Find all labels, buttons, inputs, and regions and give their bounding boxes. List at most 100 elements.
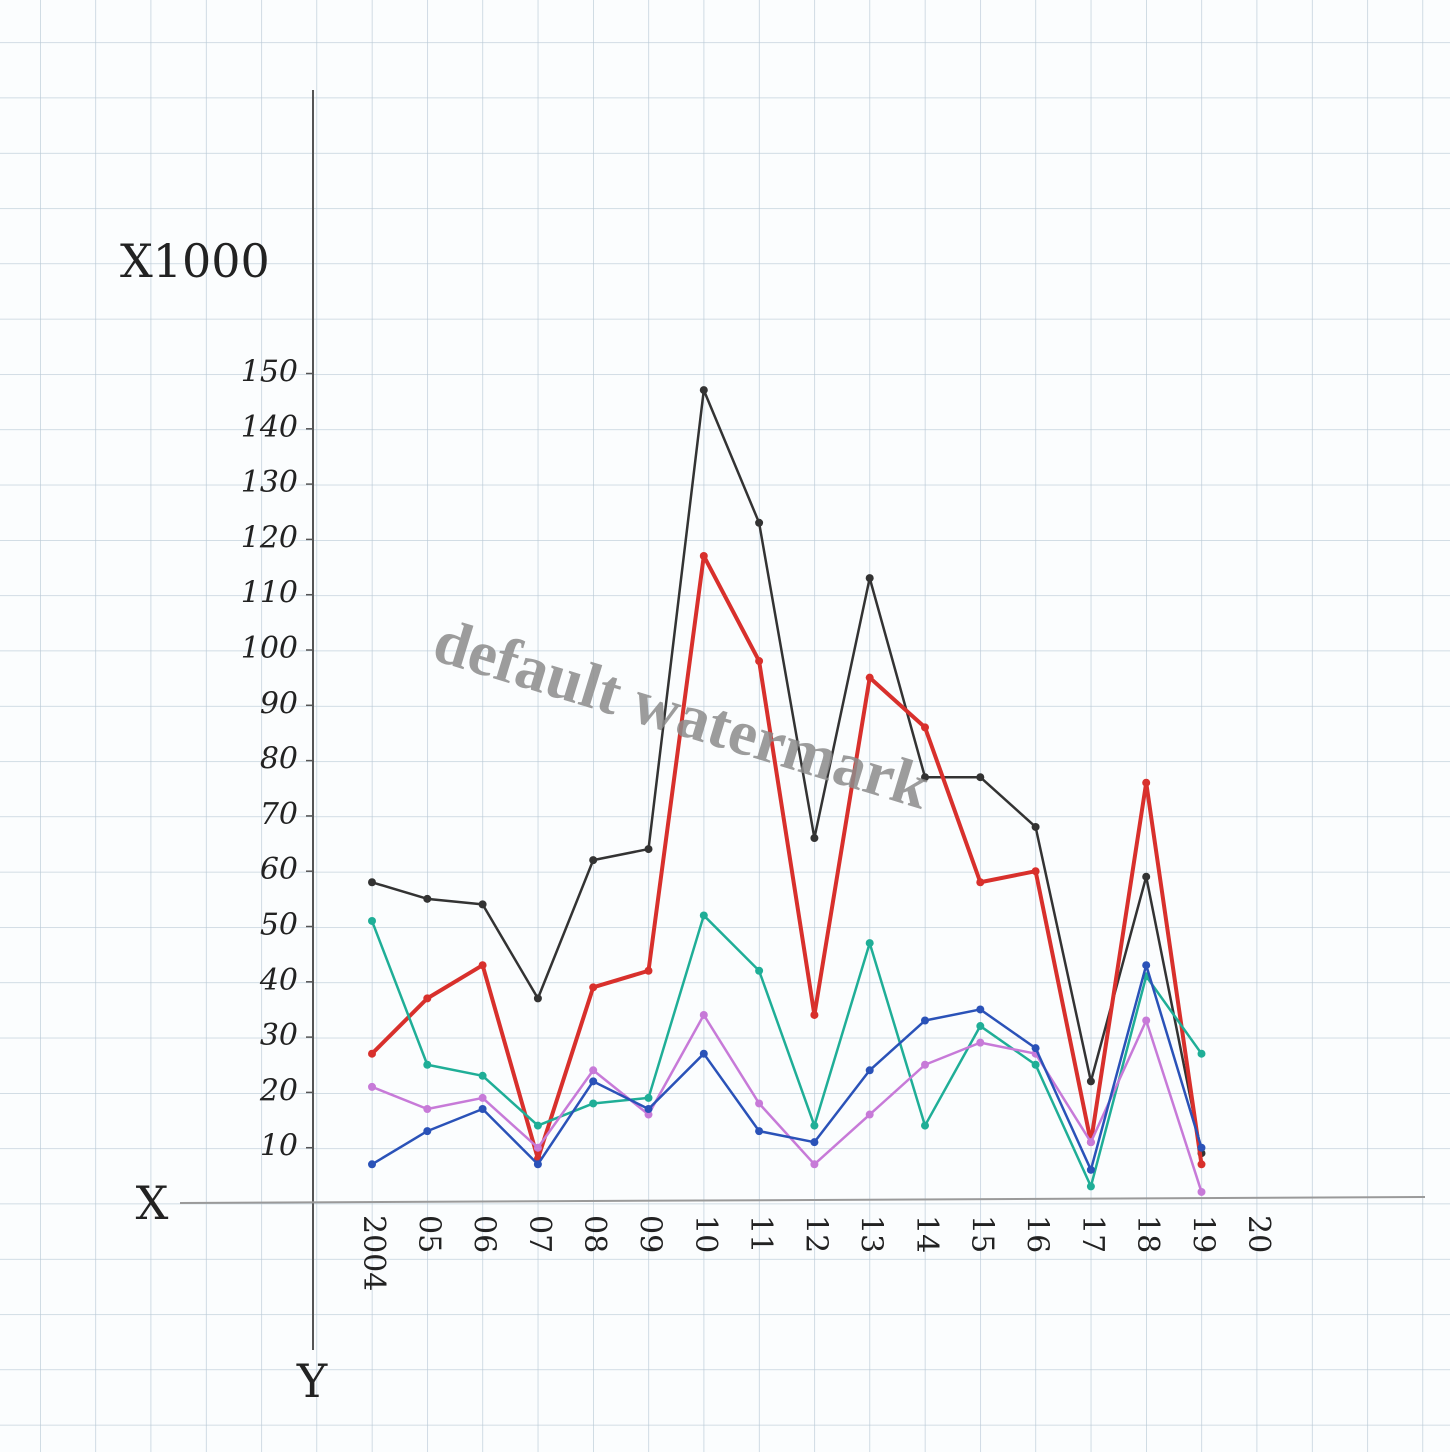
point [1032, 867, 1040, 875]
x-tick-label: 09 [633, 1215, 668, 1253]
point [1198, 1144, 1206, 1152]
y-tick-label: 80 [260, 742, 298, 777]
y-tick-label: 10 [260, 1129, 298, 1164]
point [1032, 1044, 1040, 1052]
y-unit-label: X1000 [120, 234, 270, 288]
point [755, 657, 763, 665]
x-tick-label: 08 [577, 1215, 612, 1253]
point [1087, 1166, 1095, 1174]
point [976, 1005, 984, 1013]
x-tick-label: 11 [743, 1215, 778, 1253]
y-tick-label: 20 [259, 1073, 298, 1108]
point [589, 1077, 597, 1085]
point [589, 1066, 597, 1074]
point [423, 1061, 431, 1069]
point [479, 961, 487, 969]
point [368, 1050, 376, 1058]
point [810, 1160, 818, 1168]
point [700, 911, 708, 919]
point [1032, 1061, 1040, 1069]
chart: X1000 X Y 102030405060708090100110120130… [0, 0, 1450, 1452]
point [1087, 1077, 1095, 1085]
point [755, 1127, 763, 1135]
x-tick-label: 13 [854, 1215, 889, 1253]
x-tick-label: 10 [688, 1215, 723, 1253]
point [534, 1144, 542, 1152]
point [589, 1099, 597, 1107]
point [1142, 1017, 1150, 1025]
point [810, 1122, 818, 1130]
x-tick-label: 07 [522, 1215, 557, 1253]
point [423, 1127, 431, 1135]
x-tick-label: 12 [798, 1215, 833, 1253]
point [368, 1083, 376, 1091]
y-tick-label: 150 [241, 355, 298, 390]
point [976, 1022, 984, 1030]
y-tick-label: 30 [260, 1018, 298, 1053]
point [921, 1122, 929, 1130]
point [534, 1160, 542, 1168]
point [755, 519, 763, 527]
x-tick-label: 19 [1186, 1215, 1221, 1253]
point [479, 900, 487, 908]
point [1198, 1188, 1206, 1196]
point [534, 994, 542, 1002]
point [645, 1094, 653, 1102]
y-tick-label: 90 [260, 686, 298, 721]
point [866, 1111, 874, 1119]
point [479, 1094, 487, 1102]
y-tick-label: 120 [241, 520, 298, 555]
point [1032, 823, 1040, 831]
point [866, 1066, 874, 1074]
point [589, 983, 597, 991]
x-tick-label: 18 [1130, 1215, 1165, 1253]
point [700, 1050, 708, 1058]
point [921, 1017, 929, 1025]
y-tick-label: 140 [241, 410, 298, 445]
point [368, 917, 376, 925]
x-tick-label: 2004 [356, 1215, 391, 1291]
x-tick-label: 16 [1020, 1215, 1055, 1253]
point [755, 967, 763, 975]
point [479, 1072, 487, 1080]
x-tick-label: 20 [1241, 1215, 1276, 1253]
point [1142, 873, 1150, 881]
point [810, 1138, 818, 1146]
point [1142, 961, 1150, 969]
point [645, 845, 653, 853]
y-tick-label: 40 [259, 963, 298, 998]
y-tick-label: 70 [260, 797, 298, 832]
point [423, 994, 431, 1002]
point [1087, 1182, 1095, 1190]
point [976, 1039, 984, 1047]
y-axis-letter: Y [296, 1354, 328, 1408]
x-tick-label: 17 [1075, 1215, 1110, 1253]
x-axis-letter: X [136, 1176, 169, 1230]
point [810, 834, 818, 842]
point [921, 723, 929, 731]
point [866, 674, 874, 682]
y-tick-label: 130 [241, 465, 298, 500]
point [976, 773, 984, 781]
point [866, 939, 874, 947]
point [645, 967, 653, 975]
point [700, 386, 708, 394]
point [423, 1105, 431, 1113]
point [755, 1099, 763, 1107]
point [423, 895, 431, 903]
x-tick-label: 06 [467, 1215, 502, 1253]
point [921, 1061, 929, 1069]
point [976, 878, 984, 886]
point [368, 1160, 376, 1168]
y-tick-label: 110 [241, 576, 298, 611]
point [645, 1105, 653, 1113]
y-tick-label: 50 [260, 908, 298, 943]
point [700, 552, 708, 560]
y-tick-label: 60 [260, 852, 298, 887]
point [1198, 1160, 1206, 1168]
point [866, 574, 874, 582]
point [1142, 779, 1150, 787]
x-tick-label: 14 [909, 1215, 944, 1253]
x-tick-label: 15 [964, 1215, 999, 1253]
point [700, 1011, 708, 1019]
